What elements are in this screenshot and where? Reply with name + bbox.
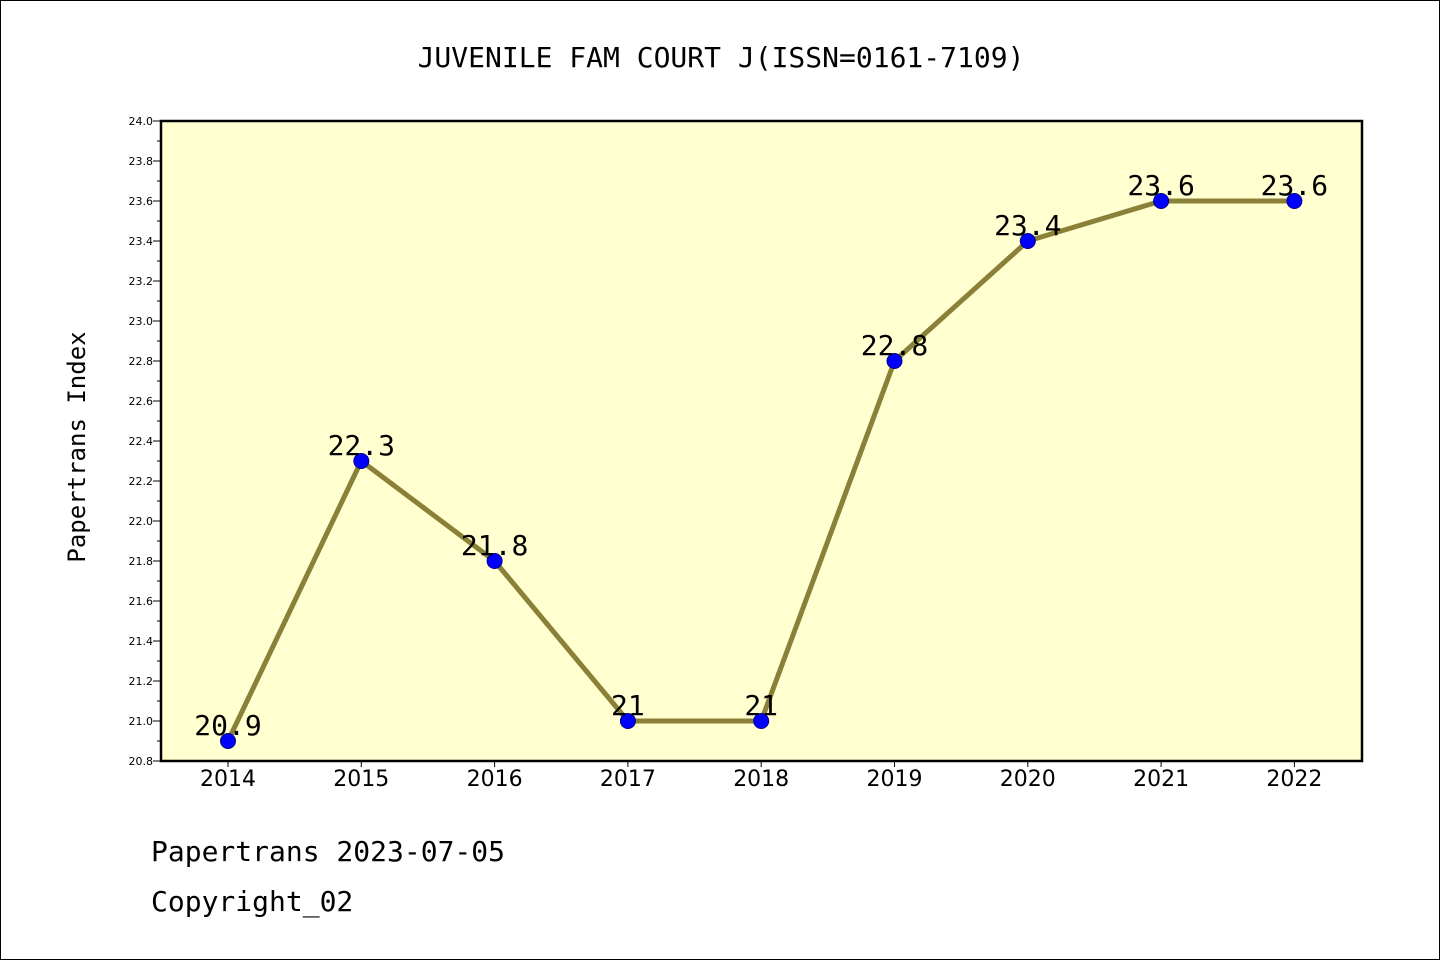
data-label: 23.6 bbox=[1261, 169, 1328, 202]
x-tick-label: 2019 bbox=[867, 767, 923, 792]
y-tick-label: 20.8 bbox=[129, 755, 154, 768]
x-tick-label: 2021 bbox=[1133, 767, 1189, 792]
x-tick-label: 2016 bbox=[467, 767, 523, 792]
data-point bbox=[619, 713, 636, 729]
data-point bbox=[886, 353, 903, 369]
y-tick-label: 21.8 bbox=[129, 555, 154, 568]
data-label: 21 bbox=[744, 689, 778, 722]
y-axis-label: Papertrans Index bbox=[63, 331, 91, 562]
data-label: 23.4 bbox=[994, 209, 1061, 242]
source-date-text: Papertrans 2023-07-05 bbox=[151, 835, 506, 868]
data-label: 20.9 bbox=[194, 709, 261, 742]
data-point bbox=[220, 733, 236, 749]
data-point bbox=[353, 453, 370, 469]
data-label: 21 bbox=[611, 689, 645, 722]
chart-title: JUVENILE FAM COURT J(ISSN=0161-7109) bbox=[418, 41, 1025, 74]
plot-border bbox=[159, 119, 1364, 763]
x-tick-label: 2020 bbox=[1000, 767, 1056, 792]
y-tick-label: 22.6 bbox=[129, 395, 154, 408]
y-tick-label: 23.4 bbox=[129, 235, 154, 248]
y-tick-label: 23.0 bbox=[129, 315, 154, 328]
y-tick-label: 22.8 bbox=[129, 355, 154, 368]
x-axis-ticks: 2014 2015 2016 2017 2018 2019 2020 2021 2022 bbox=[200, 761, 1322, 792]
x-tick-label: 2017 bbox=[600, 767, 656, 792]
y-tick-label: 21.6 bbox=[129, 595, 154, 608]
y-axis-ticks: 20.8 21.0 21.2 21.4 21.6 21.8 22.0 22.2 22.4 22.6… bbox=[129, 115, 161, 768]
y-tick-label: 21.0 bbox=[129, 715, 154, 728]
copyright-text: Copyright_02 bbox=[151, 885, 354, 918]
data-point bbox=[1286, 193, 1303, 209]
y-tick-label: 23.8 bbox=[129, 155, 154, 168]
plot-area bbox=[161, 121, 1362, 761]
series-group bbox=[220, 193, 1303, 749]
data-label: 21.8 bbox=[461, 529, 528, 562]
y-tick-label: 22.0 bbox=[129, 515, 154, 528]
y-tick-label: 22.4 bbox=[129, 435, 154, 448]
data-label: 22.3 bbox=[328, 429, 395, 462]
y-tick-label: 23.6 bbox=[129, 195, 154, 208]
y-tick-label: 21.2 bbox=[129, 675, 154, 688]
y-tick-label: 21.4 bbox=[129, 635, 154, 648]
data-label: 22.8 bbox=[861, 329, 928, 362]
data-point bbox=[1019, 233, 1036, 249]
data-point bbox=[486, 553, 503, 569]
x-tick-label: 2018 bbox=[733, 767, 789, 792]
y-tick-label: 22.2 bbox=[129, 475, 154, 488]
data-point bbox=[1153, 193, 1170, 209]
data-labels: 20.9 22.3 21.8 21 21 22.8 23.4 23.6 23.6 bbox=[194, 169, 1328, 742]
x-tick-label: 2014 bbox=[200, 767, 256, 792]
data-label: 23.6 bbox=[1127, 169, 1194, 202]
x-tick-label: 2022 bbox=[1266, 767, 1322, 792]
y-tick-label: 24.0 bbox=[129, 115, 154, 128]
y-tick-label: 23.2 bbox=[129, 275, 154, 288]
data-point bbox=[753, 713, 770, 729]
x-tick-label: 2015 bbox=[333, 767, 389, 792]
